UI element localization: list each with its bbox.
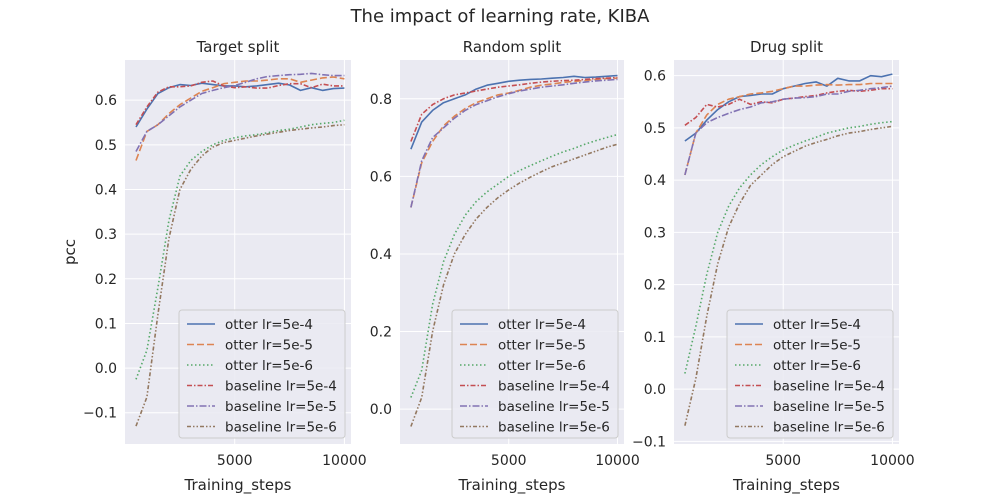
y-tick-label: 0.3 — [95, 227, 117, 243]
y-tick-label: 0.2 — [644, 278, 666, 294]
y-tick-label: 0.2 — [370, 325, 392, 341]
y-tick-label: 0.4 — [370, 247, 392, 263]
y-tick-label: 0.5 — [644, 121, 666, 137]
legend-box — [726, 309, 894, 439]
x-tick-label: 5000 — [765, 453, 801, 469]
y-tick-label: 0.1 — [95, 316, 117, 332]
y-tick-label: 0.6 — [95, 93, 117, 109]
legend-label: baseline lr=5e-6 — [498, 420, 610, 436]
chart-panel-3: −0.1 0.0 0.1 0.2 0.3 0.4 0.5 0.6 5000 10000 Drug s… — [632, 38, 915, 495]
legend: otter lr=5e-4 otter lr=5e-5 otter lr=5e-6 b… — [726, 309, 894, 439]
panel-title: Target split — [196, 38, 280, 56]
figure-title: The impact of learning rate, KIBA — [350, 6, 650, 27]
y-tick-label: 0.0 — [95, 361, 117, 377]
y-tick-label: 0.6 — [370, 169, 392, 185]
x-tick-label: 10000 — [595, 453, 640, 469]
y-tick-label: −0.1 — [632, 434, 666, 450]
y-tick-label: 0.2 — [95, 272, 117, 288]
series-line — [135, 80, 345, 126]
y-tick-label: −0.1 — [83, 406, 117, 422]
legend-label: baseline lr=5e-6 — [225, 420, 337, 436]
legend-label: baseline lr=5e-5 — [773, 399, 885, 415]
y-tick-label: 0.0 — [370, 402, 392, 418]
chart-panel-1: −0.1 0.0 0.1 0.2 0.3 0.4 0.5 0.6 5000 10000 Target… — [61, 38, 367, 495]
x-tick-label: 10000 — [870, 453, 915, 469]
chart-panel-2: 0.0 0.2 0.4 0.6 0.8 5000 10000 Random split Trai… — [370, 38, 640, 495]
y-axis-label: pcc — [61, 239, 79, 265]
y-tick-label: 0.5 — [95, 138, 117, 154]
y-tick-label: 0.8 — [370, 92, 392, 108]
legend-label: otter lr=5e-5 — [225, 338, 313, 354]
legend-label: otter lr=5e-6 — [773, 358, 861, 374]
legend-label: baseline lr=5e-6 — [773, 420, 885, 436]
legend-box — [451, 309, 619, 439]
legend: otter lr=5e-4 otter lr=5e-5 otter lr=5e-6 b… — [178, 309, 346, 439]
series-line — [684, 85, 893, 176]
legend-label: baseline lr=5e-5 — [498, 399, 610, 415]
series-line — [410, 78, 618, 208]
series-line — [410, 133, 618, 398]
y-tick-label: 0.1 — [644, 330, 666, 346]
legend-label: otter lr=5e-4 — [498, 317, 586, 333]
x-axis-label: Training_steps — [184, 476, 292, 495]
y-tick-label: 0.0 — [644, 382, 666, 398]
series-line — [410, 143, 618, 427]
legend-label: otter lr=5e-6 — [498, 358, 586, 374]
x-tick-label: 10000 — [322, 453, 367, 469]
x-tick-label: 5000 — [491, 453, 527, 469]
legend-label: baseline lr=5e-4 — [225, 379, 337, 395]
legend-label: otter lr=5e-4 — [773, 317, 861, 333]
legend-label: baseline lr=5e-5 — [225, 399, 337, 415]
legend-label: baseline lr=5e-4 — [498, 379, 610, 395]
legend-label: otter lr=5e-5 — [773, 338, 861, 354]
panel-title: Drug split — [750, 38, 823, 56]
series-line — [410, 74, 618, 150]
y-tick-label: 0.3 — [644, 225, 666, 241]
legend-label: baseline lr=5e-4 — [773, 379, 885, 395]
legend-label: otter lr=5e-5 — [498, 338, 586, 354]
series-line — [684, 82, 893, 176]
y-tick-label: 0.6 — [644, 69, 666, 85]
y-tick-label: 0.4 — [644, 173, 666, 189]
x-axis-label: Training_steps — [732, 476, 840, 495]
series-line — [135, 76, 345, 161]
legend-box — [178, 309, 346, 439]
series-line — [135, 72, 345, 152]
series-line — [410, 76, 618, 142]
x-tick-label: 5000 — [217, 453, 253, 469]
series-line — [410, 77, 618, 208]
x-axis-label: Training_steps — [458, 476, 566, 495]
panel-title: Random split — [463, 38, 562, 56]
legend-label: otter lr=5e-6 — [225, 358, 313, 374]
legend: otter lr=5e-4 otter lr=5e-5 otter lr=5e-6 b… — [451, 309, 619, 439]
y-tick-label: 0.4 — [95, 182, 117, 198]
series-line — [684, 125, 893, 426]
legend-label: otter lr=5e-4 — [225, 317, 313, 333]
